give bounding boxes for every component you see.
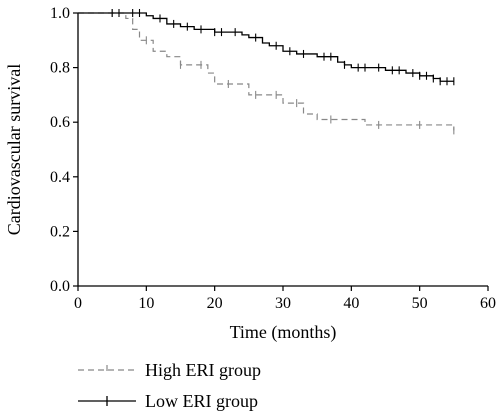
x-ticks: 0 10 20 30 40 50 60	[74, 286, 496, 312]
legend-item-low-eri: Low ERI group	[78, 391, 258, 411]
survival-curve	[78, 12, 455, 131]
series-layer	[78, 9, 455, 135]
x-tick-label: 30	[275, 295, 291, 312]
y-tick-label: 0.4	[50, 169, 70, 186]
y-ticks: 0.0 0.2 0.4 0.6 0.8 1.0	[50, 5, 78, 295]
y-axis-title: Cardiovascular survival	[4, 64, 24, 235]
survival-curve	[78, 12, 454, 82]
x-tick-label: 50	[412, 295, 428, 312]
legend-item-high-eri: High ERI group	[78, 360, 261, 380]
y-tick-label: 0.2	[50, 223, 70, 240]
series-low-eri	[78, 9, 455, 86]
legend-label-high-eri: High ERI group	[145, 360, 261, 380]
y-tick-label: 1.0	[50, 5, 70, 22]
y-tick-label: 0.6	[50, 114, 70, 131]
y-tick-label: 0.8	[50, 60, 70, 77]
x-tick-label: 40	[343, 295, 359, 312]
x-tick-label: 0	[74, 295, 82, 312]
x-axis-title: Time (months)	[230, 322, 337, 343]
legend-swatch-high-eri	[78, 365, 136, 375]
legend-label-low-eri: Low ERI group	[145, 391, 258, 411]
series-high-eri	[78, 9, 455, 135]
x-tick-label: 20	[207, 295, 223, 312]
legend: High ERI group Low ERI group	[78, 360, 261, 411]
x-tick-label: 60	[480, 295, 496, 312]
legend-swatch-low-eri	[78, 396, 136, 406]
x-tick-label: 10	[138, 295, 154, 312]
axes	[77, 13, 488, 287]
y-tick-label: 0.0	[50, 278, 70, 295]
